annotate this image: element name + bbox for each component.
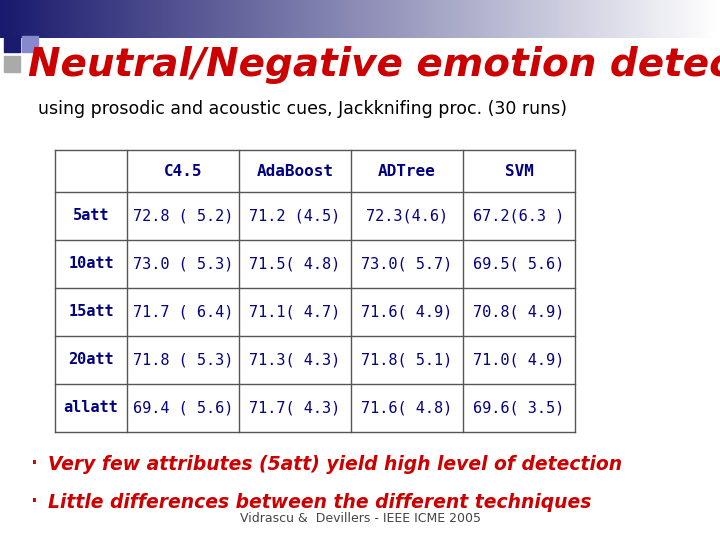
Text: Neutral/Negative emotion detection: Neutral/Negative emotion detection — [28, 46, 720, 84]
Text: 71.5( 4.8): 71.5( 4.8) — [249, 256, 341, 272]
Text: 69.6( 3.5): 69.6( 3.5) — [473, 401, 564, 415]
Text: 5att: 5att — [73, 208, 109, 224]
Text: allatt: allatt — [63, 401, 118, 415]
Bar — [4, 56, 20, 72]
Bar — [22, 36, 38, 52]
Text: using prosodic and acoustic cues, Jackknifing proc. (30 runs): using prosodic and acoustic cues, Jackkn… — [38, 100, 567, 118]
Text: 10att: 10att — [68, 256, 114, 272]
Text: Very few attributes (5att) yield high level of detection: Very few attributes (5att) yield high le… — [48, 455, 622, 474]
Text: 71.7( 4.3): 71.7( 4.3) — [249, 401, 341, 415]
Text: ·: · — [30, 488, 39, 516]
Text: 20att: 20att — [68, 353, 114, 368]
Text: 67.2(6.3 ): 67.2(6.3 ) — [473, 208, 564, 224]
Text: ADTree: ADTree — [378, 164, 436, 179]
Text: 71.7 ( 6.4): 71.7 ( 6.4) — [132, 305, 233, 320]
Text: 71.3( 4.3): 71.3( 4.3) — [249, 353, 341, 368]
Text: Vidrascu &  Devillers - IEEE ICME 2005: Vidrascu & Devillers - IEEE ICME 2005 — [240, 511, 480, 524]
Text: 73.0 ( 5.3): 73.0 ( 5.3) — [132, 256, 233, 272]
Text: Little differences between the different techniques: Little differences between the different… — [48, 492, 591, 511]
Text: 70.8( 4.9): 70.8( 4.9) — [473, 305, 564, 320]
Text: 71.2 (4.5): 71.2 (4.5) — [249, 208, 341, 224]
Text: 71.6( 4.8): 71.6( 4.8) — [361, 401, 453, 415]
Text: 71.6( 4.9): 71.6( 4.9) — [361, 305, 453, 320]
Text: 71.0( 4.9): 71.0( 4.9) — [473, 353, 564, 368]
Text: 69.4 ( 5.6): 69.4 ( 5.6) — [132, 401, 233, 415]
Text: 69.5( 5.6): 69.5( 5.6) — [473, 256, 564, 272]
Text: 72.3(4.6): 72.3(4.6) — [366, 208, 448, 224]
Text: C4.5: C4.5 — [163, 164, 202, 179]
Text: 71.8 ( 5.3): 71.8 ( 5.3) — [132, 353, 233, 368]
Text: 71.1( 4.7): 71.1( 4.7) — [249, 305, 341, 320]
Text: SVM: SVM — [505, 164, 534, 179]
Text: ·: · — [30, 450, 39, 478]
Text: 15att: 15att — [68, 305, 114, 320]
Text: 73.0( 5.7): 73.0( 5.7) — [361, 256, 453, 272]
Text: AdaBoost: AdaBoost — [256, 164, 333, 179]
Text: 71.8( 5.1): 71.8( 5.1) — [361, 353, 453, 368]
Text: 72.8 ( 5.2): 72.8 ( 5.2) — [132, 208, 233, 224]
Bar — [4, 36, 20, 52]
